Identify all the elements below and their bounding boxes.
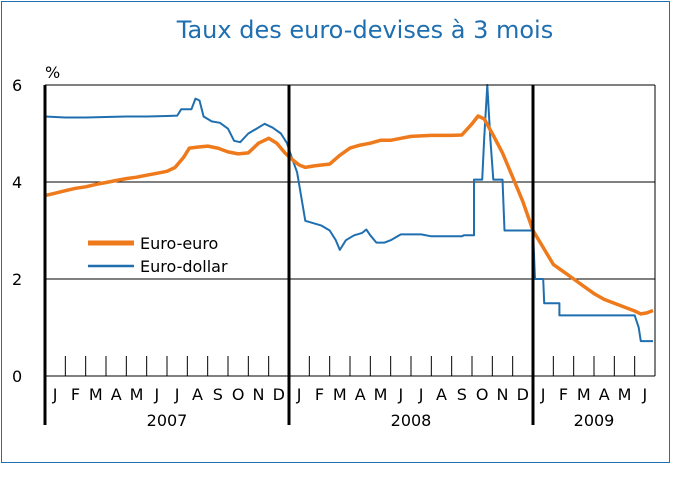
x-tick-label: M: [89, 385, 103, 404]
y-tick-label: 4: [12, 173, 22, 192]
x-tick-label: J: [153, 385, 159, 404]
x-tick-label: N: [253, 385, 265, 404]
x-tick-label: J: [418, 385, 424, 404]
chart-frame: [1, 1, 670, 463]
legend: Euro-euro Euro-dollar: [88, 234, 228, 276]
year-label: 2008: [391, 411, 432, 430]
chart-title: Taux des euro-devises à 3 mois: [176, 16, 553, 44]
x-tick-label: S: [457, 385, 467, 404]
series-lines: [44, 84, 654, 343]
series-line-euro-euro: [44, 114, 654, 316]
legend-label: Euro-euro: [140, 234, 218, 253]
x-tick-label: D: [273, 385, 285, 404]
x-tick-label: A: [111, 385, 122, 404]
x-tick-label: M: [577, 385, 591, 404]
series-line-euro-dollar: [44, 84, 653, 343]
x-tick-label: A: [192, 385, 203, 404]
x-tick-label: J: [397, 385, 403, 404]
x-tick-label: A: [599, 385, 610, 404]
x-tick-label: D: [517, 385, 529, 404]
x-tick-label: A: [355, 385, 366, 404]
x-tick-label: F: [71, 385, 80, 404]
x-tick-label: A: [436, 385, 447, 404]
x-tick-label: O: [476, 385, 489, 404]
y-axis-unit: %: [45, 63, 60, 82]
x-tick-label: N: [497, 385, 509, 404]
x-tick-label: J: [641, 385, 647, 404]
x-tick-label: F: [559, 385, 568, 404]
x-tick-label: S: [213, 385, 223, 404]
gridlines: [45, 181, 655, 280]
year-label: 2009: [574, 411, 615, 430]
x-tick-label: O: [232, 385, 245, 404]
x-tick-label: J: [174, 385, 180, 404]
y-tick-label: 6: [12, 76, 22, 95]
y-tick-labels: 0 2 4 6: [12, 76, 22, 386]
x-tick-label: M: [374, 385, 388, 404]
legend-label: Euro-dollar: [140, 257, 228, 276]
plot-border: [43, 84, 656, 425]
x-tick-label: F: [315, 385, 324, 404]
x-tick-label: M: [333, 385, 347, 404]
y-tick-label: 2: [12, 270, 22, 289]
x-tick-label: M: [130, 385, 144, 404]
x-tick-label: J: [296, 385, 302, 404]
y-tick-label: 0: [12, 367, 22, 386]
x-tick-label: M: [618, 385, 632, 404]
year-label: 2007: [147, 411, 188, 430]
x-tick-label: J: [540, 385, 546, 404]
x-tick-label: J: [52, 385, 58, 404]
